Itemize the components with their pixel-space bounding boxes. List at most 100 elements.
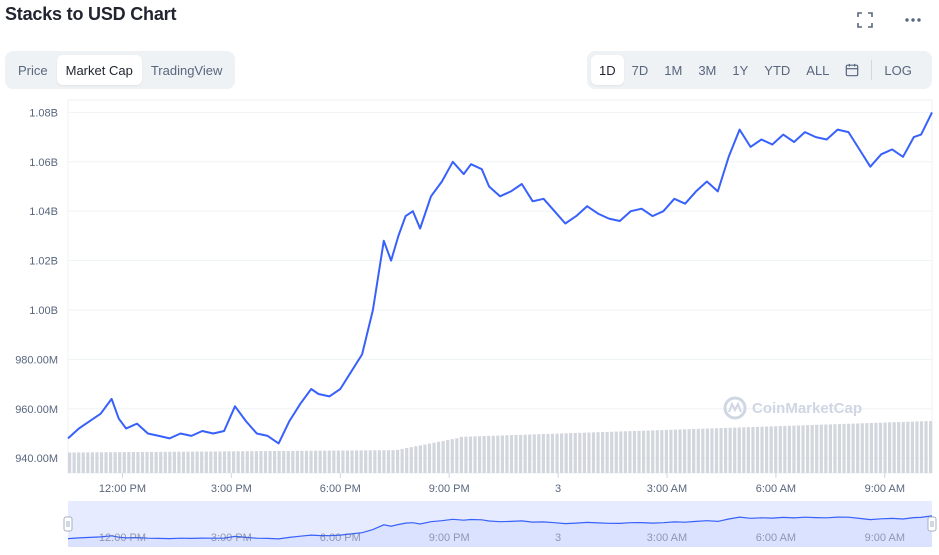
volume-bar [355, 450, 359, 473]
volume-bar [241, 451, 245, 473]
volume-bar [874, 422, 878, 473]
volume-bar [555, 433, 559, 473]
navigator-tick-label: 9:00 AM [865, 532, 905, 544]
y-tick-label: 1.06B [29, 157, 58, 169]
volume-bar [382, 450, 386, 473]
volume-bar [919, 421, 924, 473]
range-1d[interactable]: 1D [591, 55, 624, 85]
volume-bar [888, 422, 892, 473]
volume-bar [186, 451, 190, 473]
volume-bar [815, 424, 819, 473]
tab-market-cap[interactable]: Market Cap [56, 55, 142, 85]
volume-bar [746, 427, 750, 473]
volume-bar [254, 451, 258, 473]
y-tick-label: 1.08B [29, 107, 58, 119]
navigator-handle-left[interactable] [63, 516, 73, 532]
tab-tradingview[interactable]: TradingView [150, 62, 223, 78]
more-options-button[interactable] [901, 8, 925, 32]
volume-bar [72, 452, 76, 473]
log-toggle[interactable]: LOG [884, 62, 912, 78]
volume-bar [450, 439, 454, 473]
volume-bar [191, 451, 195, 473]
volume-bar [77, 452, 81, 473]
tab-price[interactable]: Price [18, 62, 48, 78]
volume-bar [710, 428, 714, 473]
range-all[interactable]: ALL [806, 62, 830, 78]
volume-bar [113, 452, 117, 473]
fullscreen-button[interactable] [853, 8, 877, 32]
volume-bar [364, 450, 368, 473]
volume-bar [755, 426, 760, 473]
volume-bar [455, 438, 459, 473]
range-1m[interactable]: 1M [664, 62, 683, 78]
range-3m[interactable]: 3M [698, 62, 717, 78]
volume-bar [796, 425, 801, 473]
volume-bar [368, 450, 372, 473]
volume-bar [464, 436, 468, 473]
range-1y[interactable]: 1Y [732, 62, 749, 78]
volume-bar [473, 436, 477, 473]
range-ytd[interactable]: YTD [764, 62, 791, 78]
volume-bar [86, 452, 90, 473]
volume-bar [847, 423, 851, 473]
calendar-button[interactable] [837, 55, 867, 85]
volume-bar [405, 448, 409, 473]
y-tick-label: 1.04B [29, 206, 58, 218]
volume-bar [601, 432, 605, 473]
volume-bar [204, 451, 208, 473]
volume-bar [95, 452, 99, 473]
volume-bar [769, 426, 773, 473]
volume-bar [441, 440, 445, 473]
volume-bar [537, 434, 541, 473]
volume-bar [733, 427, 737, 473]
volume-bar [582, 432, 586, 473]
volume-bar [163, 451, 167, 473]
volume-bar [177, 451, 181, 473]
x-tick-label: 9:00 PM [429, 483, 470, 495]
range-7d[interactable]: 7D [631, 62, 649, 78]
navigator-handle-right[interactable] [927, 516, 937, 532]
fullscreen-icon [857, 12, 873, 28]
y-tick-label: 980.00M [15, 354, 58, 366]
volume-bar [341, 450, 345, 473]
volume-bar [423, 444, 427, 473]
volume-bar [291, 450, 295, 473]
volume-bar [236, 451, 240, 473]
x-tick-label: 6:00 AM [756, 483, 796, 495]
volume-bar [195, 451, 199, 473]
volume-bar [359, 450, 363, 473]
volume-bar [614, 431, 618, 473]
volume-bar [99, 452, 104, 473]
volume-bar [350, 450, 354, 473]
volume-bar [90, 452, 94, 473]
volume-bar [491, 435, 495, 473]
range-navigator[interactable]: 12:00 PM 3:00 PM 6:00 PM 9:00 PM 3 3:00 AM 6:0… [0, 497, 939, 555]
volume-bar [883, 422, 887, 473]
y-tick-label: 1.00B [29, 305, 58, 317]
x-tick-label: 6:00 PM [320, 483, 361, 495]
volume-bar [573, 432, 577, 473]
volume-bar [318, 450, 322, 473]
volume-bar [546, 433, 550, 473]
volume-bar [651, 430, 655, 473]
volume-bar [801, 425, 805, 473]
volume-bar [232, 451, 236, 473]
volume-bar [637, 430, 641, 473]
volume-bar [427, 443, 432, 473]
volume-bar [901, 421, 905, 473]
volume-bar [323, 450, 327, 473]
navigator-tick-label: 3:00 AM [647, 532, 687, 544]
volume-bar [159, 451, 163, 473]
volume-bar [906, 421, 910, 473]
volume-bar [327, 450, 331, 473]
navigator-tick-label: 6:00 AM [756, 532, 796, 544]
volume-bar [860, 423, 864, 473]
volume-bar [277, 450, 281, 473]
volume-bar [806, 425, 810, 473]
volume-bar [842, 423, 846, 473]
volume-bar [783, 425, 787, 473]
volume-bar [837, 424, 842, 473]
volume-bar [824, 424, 828, 473]
volume-bar [68, 452, 72, 473]
volume-bar [377, 450, 381, 473]
